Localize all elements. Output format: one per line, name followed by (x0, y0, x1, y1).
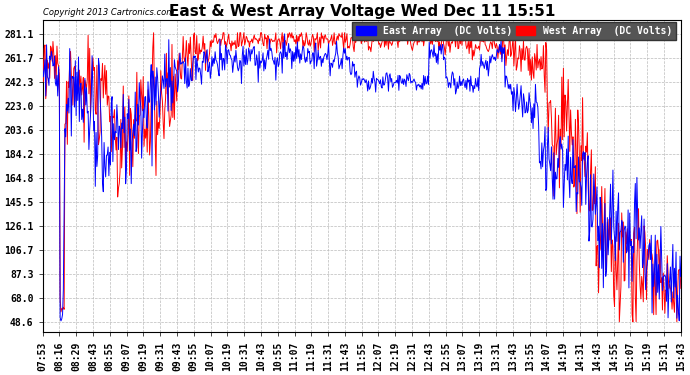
Title: East & West Array Voltage Wed Dec 11 15:51: East & West Array Voltage Wed Dec 11 15:… (168, 4, 555, 19)
Legend: East Array  (DC Volts), West Array  (DC Volts): East Array (DC Volts), West Array (DC Vo… (353, 22, 676, 40)
Text: Copyright 2013 Cartronics.com: Copyright 2013 Cartronics.com (43, 8, 174, 17)
